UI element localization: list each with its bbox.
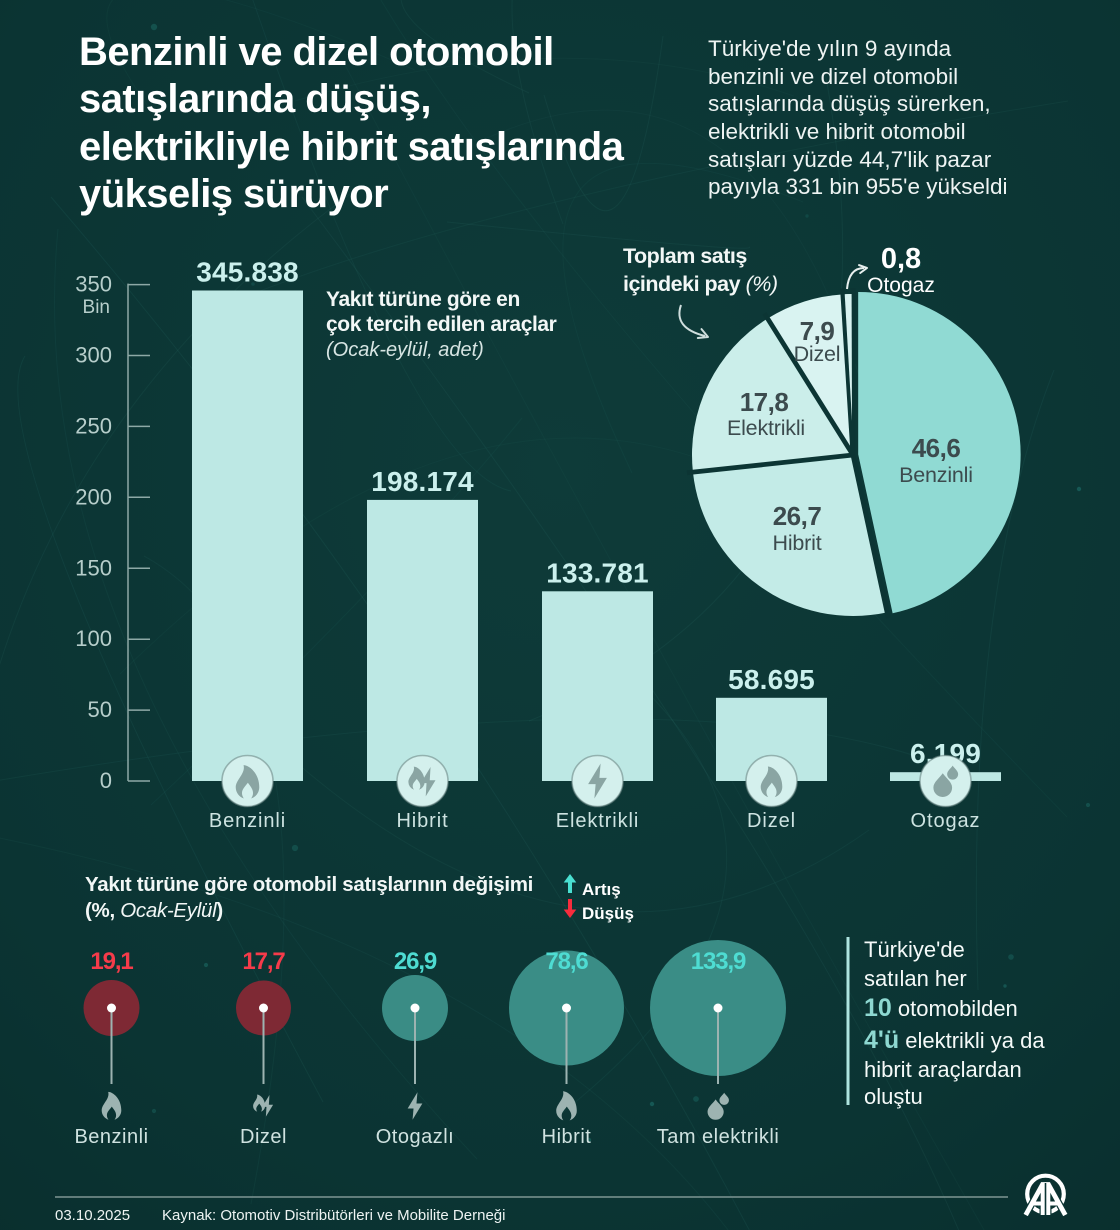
svg-text:17,8: 17,8 xyxy=(740,387,789,417)
svg-text:Elektrikli: Elektrikli xyxy=(556,810,639,832)
svg-text:46,6: 46,6 xyxy=(912,433,961,463)
svg-text:133,9: 133,9 xyxy=(691,948,746,975)
svg-text:0,8: 0,8 xyxy=(881,243,921,275)
svg-text:satışları yüzde 44,7'lik pazar: satışları yüzde 44,7'lik pazar xyxy=(708,147,992,172)
svg-text:10 otomobilden: 10 otomobilden xyxy=(864,994,1018,1022)
svg-text:19,1: 19,1 xyxy=(90,948,133,975)
svg-text:Benzinli: Benzinli xyxy=(899,463,973,487)
svg-text:26,7: 26,7 xyxy=(773,501,822,531)
svg-text:7,9: 7,9 xyxy=(800,316,835,346)
svg-text:0: 0 xyxy=(100,768,112,793)
svg-text:133.781: 133.781 xyxy=(546,557,649,588)
svg-text:58.695: 58.695 xyxy=(728,664,815,695)
svg-text:(%, Ocak-Eylül): (%, Ocak-Eylül) xyxy=(85,899,223,922)
svg-text:içindeki pay (%): içindeki pay (%) xyxy=(623,272,778,296)
svg-text:Benzinli: Benzinli xyxy=(74,1126,148,1148)
svg-text:Benzinli: Benzinli xyxy=(209,810,286,832)
svg-text:Yakıt türüne göre otomobil sat: Yakıt türüne göre otomobil satışlarının … xyxy=(85,873,533,896)
svg-text:oluştu: oluştu xyxy=(864,1084,923,1109)
svg-text:Düşüş: Düşüş xyxy=(582,904,634,923)
svg-text:Otogazlı: Otogazlı xyxy=(376,1126,454,1148)
svg-text:4'ü elektrikli ya da: 4'ü elektrikli ya da xyxy=(864,1026,1045,1054)
svg-text:Hibrit: Hibrit xyxy=(542,1126,592,1148)
svg-text:Dizel: Dizel xyxy=(794,342,841,366)
svg-text:Dizel: Dizel xyxy=(747,810,796,832)
svg-text:Toplam satış: Toplam satış xyxy=(623,244,747,268)
svg-text:150: 150 xyxy=(75,555,112,580)
svg-text:78,6: 78,6 xyxy=(545,948,588,975)
svg-text:Hibrit: Hibrit xyxy=(396,810,448,832)
svg-text:350: 350 xyxy=(75,272,112,297)
svg-text:elektrikliyle hibrit satışları: elektrikliyle hibrit satışlarında xyxy=(79,125,625,169)
svg-text:payıyla 331 bin 955'e yükseldi: payıyla 331 bin 955'e yükseldi xyxy=(708,174,1008,199)
svg-text:satılan her: satılan her xyxy=(864,966,967,991)
svg-text:Tam elektrikli: Tam elektrikli xyxy=(657,1126,780,1148)
svg-text:250: 250 xyxy=(75,413,112,438)
svg-text:Kaynak: Otomotiv Distribütörle: Kaynak: Otomotiv Distribütörleri ve Mobi… xyxy=(162,1207,505,1224)
svg-text:yükseliş sürüyor: yükseliş sürüyor xyxy=(79,172,388,216)
svg-text:345.838: 345.838 xyxy=(196,257,299,288)
svg-text:Bin: Bin xyxy=(83,297,110,318)
svg-text:17,7: 17,7 xyxy=(242,948,285,975)
svg-text:Otogaz: Otogaz xyxy=(911,810,981,832)
svg-text:Yakıt türüne göre en: Yakıt türüne göre en xyxy=(326,288,520,311)
svg-text:Elektrikli: Elektrikli xyxy=(727,416,805,440)
svg-text:Artış: Artış xyxy=(582,880,621,899)
svg-text:Dizel: Dizel xyxy=(240,1126,287,1148)
svg-text:çok tercih edilen araçlar: çok tercih edilen araçlar xyxy=(326,313,557,336)
svg-text:Otogaz: Otogaz xyxy=(867,274,935,297)
svg-text:Türkiye'de: Türkiye'de xyxy=(864,937,965,962)
svg-text:satışlarında düşüş,: satışlarında düşüş, xyxy=(79,77,431,121)
svg-text:Benzinli ve dizel otomobil: Benzinli ve dizel otomobil xyxy=(79,30,554,74)
svg-text:elektrikli ve hibrit otomobil: elektrikli ve hibrit otomobil xyxy=(708,119,966,144)
svg-text:Türkiye'de yılın 9 ayında: Türkiye'de yılın 9 ayında xyxy=(708,36,952,61)
svg-text:198.174: 198.174 xyxy=(371,466,474,497)
svg-text:50: 50 xyxy=(88,697,112,722)
svg-text:satışlarında düşüş sürerken,: satışlarında düşüş sürerken, xyxy=(708,91,991,116)
svg-text:300: 300 xyxy=(75,343,112,368)
svg-text:hibrit araçlardan: hibrit araçlardan xyxy=(864,1057,1022,1082)
svg-text:Hibrit: Hibrit xyxy=(773,531,822,555)
svg-text:200: 200 xyxy=(75,484,112,509)
svg-text:26,9: 26,9 xyxy=(394,948,437,975)
svg-text:100: 100 xyxy=(75,626,112,651)
svg-text:benzinli ve dizel otomobil: benzinli ve dizel otomobil xyxy=(708,64,958,89)
svg-text:(Ocak-eylül, adet): (Ocak-eylül, adet) xyxy=(326,339,484,361)
svg-text:03.10.2025: 03.10.2025 xyxy=(55,1207,130,1224)
